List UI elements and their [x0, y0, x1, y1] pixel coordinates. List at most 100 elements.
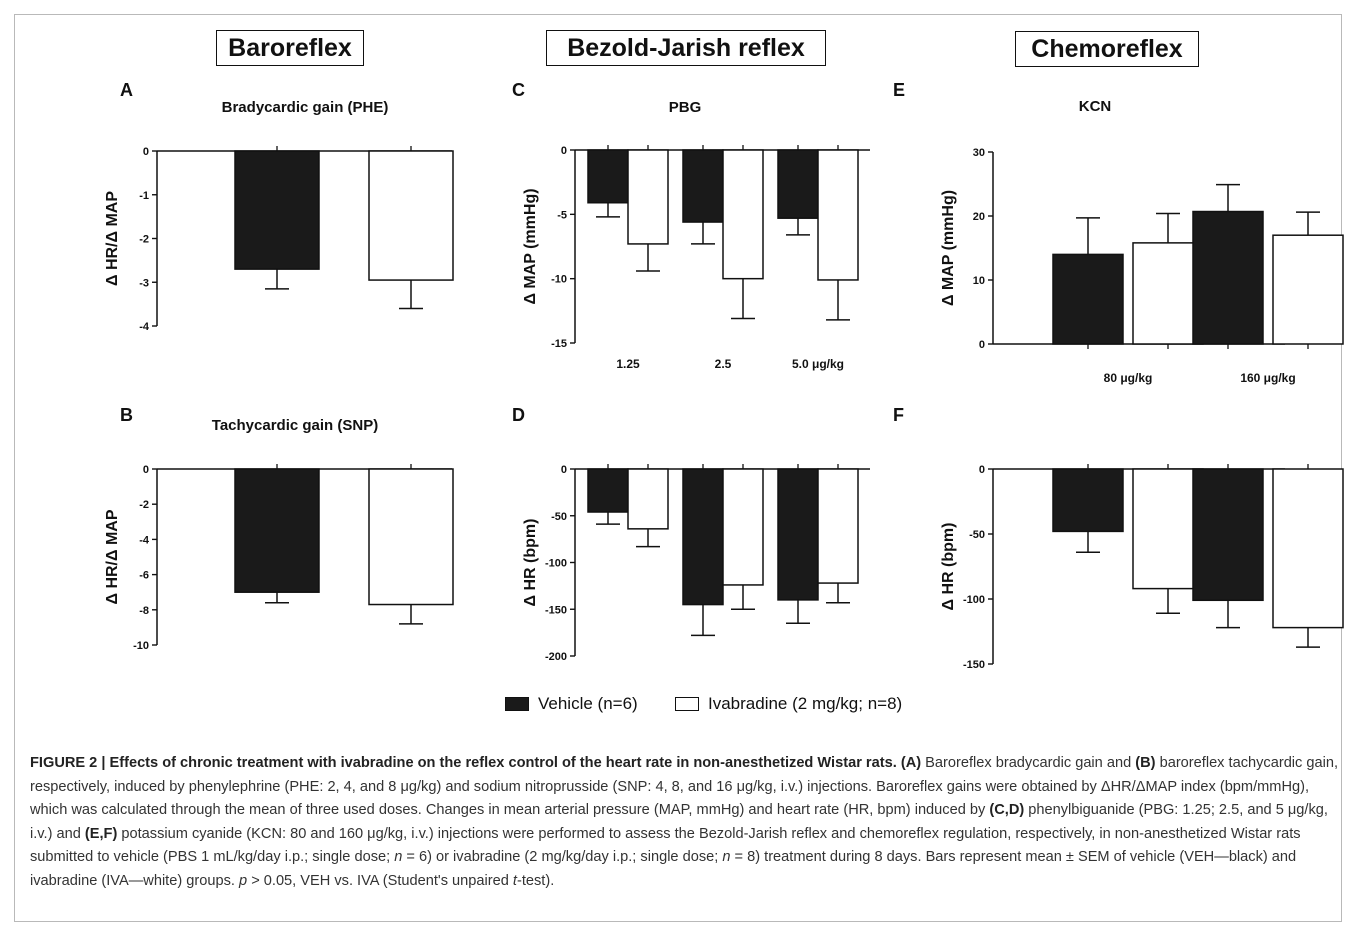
legend-label-ivabradine: Ivabradine (2 mg/kg; n=8) [708, 694, 903, 713]
y-tick-label: 0 [143, 146, 149, 158]
x-category-label: 2.5 [715, 357, 732, 371]
y-tick-label: 0 [561, 145, 567, 157]
bar-vehicle [1192, 468, 1264, 602]
y-tick-label: -4 [139, 321, 150, 333]
panel-letter-a: A [120, 80, 133, 100]
y-tick-label: -100 [963, 594, 985, 606]
bar-ivabradine [368, 468, 454, 606]
x-category-label: 80 μg/kg [1104, 371, 1153, 385]
panel-letter-b: B [120, 405, 133, 425]
y-tick-label: -50 [551, 511, 567, 523]
caption-text: = 6) or ivabradine (2 mg/kg/day i.p.; si… [402, 849, 723, 865]
bar-vehicle [1192, 210, 1264, 345]
legend-label-vehicle: Vehicle (n=6) [538, 694, 638, 713]
x-category-label: 1.25 [616, 357, 640, 371]
bar-ivabradine [817, 468, 859, 584]
caption-text: potassium cyanide (KCN: 80 and 160 μg/kg… [30, 825, 1301, 866]
caption-italic: n [722, 849, 731, 865]
y-tick-label: -10 [551, 274, 567, 286]
chart-panel-b: 0 -2 -4 -6 -8 -10 Δ HR/Δ MAP [104, 464, 454, 652]
y-tick-label: 0 [143, 464, 149, 476]
bar-vehicle [682, 468, 724, 606]
y-axis-label: Δ MAP (mmHg) [940, 190, 957, 306]
caption-text: baroreflex tachycardic gain, respectivel… [30, 755, 1339, 818]
caption-text: > 0.05, VEH vs. IVA (Student's unpaired [247, 872, 513, 889]
panel-title-c: PBG [668, 99, 702, 116]
caption-ref-a: (A) [900, 755, 922, 771]
bar-vehicle [234, 150, 320, 270]
y-tick-label: -10 [133, 640, 149, 652]
bar-ivabradine [1272, 234, 1344, 345]
bar-ivabradine [1132, 468, 1204, 590]
legend-swatch-ivabradine [675, 697, 699, 711]
y-axis-label: Δ HR (bpm) [522, 519, 539, 607]
y-axis-label: Δ HR/Δ MAP [104, 509, 121, 604]
bar-vehicle [1052, 253, 1124, 345]
caption-title: FIGURE 2 | Effects of chronic treatment … [30, 755, 897, 771]
x-category-label: 5.0 μg/kg [792, 357, 844, 371]
y-tick-label: -2 [139, 234, 149, 246]
y-axis-label: Δ HR (bpm) [940, 523, 957, 611]
x-category-label: 160 μg/kg [1240, 371, 1295, 385]
y-tick-label: 10 [973, 275, 985, 287]
caption-italic: n [394, 849, 403, 865]
y-tick-label: -4 [139, 534, 150, 546]
panel-letter-f: F [893, 405, 904, 425]
chart-panel-e: 0 10 20 30 Δ MAP (mmHg) 80 μg/kg 160 μg/kg [940, 147, 1344, 385]
bar-ivabradine [368, 150, 454, 281]
bar-vehicle [587, 149, 629, 204]
panel-letter-d: D [512, 405, 525, 425]
legend-vehicle: Vehicle (n=6) [505, 694, 638, 714]
bar-ivabradine [627, 149, 669, 245]
y-tick-label: -15 [551, 338, 567, 350]
caption-italic: t [512, 872, 517, 889]
y-tick-label: 0 [979, 339, 985, 351]
figure-frame [14, 14, 1342, 922]
bar-ivabradine [1132, 242, 1204, 345]
caption-ref-b: (B) [1135, 755, 1156, 771]
caption-ref-ef: (E,F) [84, 825, 118, 842]
panel-letter-c: C [512, 80, 525, 100]
y-tick-label: 30 [973, 147, 985, 159]
y-tick-label: 0 [979, 464, 985, 476]
caption-italic: p [239, 872, 248, 889]
section-title-baroreflex: Baroreflex [216, 30, 364, 66]
y-tick-label: -8 [139, 605, 149, 617]
panel-title-e: KCN [1078, 98, 1112, 115]
section-title-chemoreflex: Chemoreflex [1015, 31, 1199, 67]
panel-title-a: Bradycardic gain (PHE) [221, 99, 389, 116]
y-tick-label: -3 [139, 277, 149, 289]
caption-ref-cd: (C,D) [989, 802, 1025, 818]
y-tick-label: -2 [139, 499, 149, 511]
y-tick-label: -6 [139, 570, 149, 582]
y-tick-label: -50 [969, 529, 985, 541]
bar-ivabradine [627, 468, 669, 530]
caption-text: Baroreflex bradycardic gain and [921, 755, 1136, 771]
caption-text: -test). [516, 872, 555, 889]
y-tick-label: -150 [963, 659, 985, 671]
bar-vehicle [777, 468, 819, 601]
y-tick-label: -5 [557, 209, 567, 221]
y-axis-label: Δ HR/Δ MAP [104, 191, 121, 286]
y-tick-label: -1 [139, 190, 149, 202]
panel-letter-e: E [893, 80, 906, 100]
y-tick-label: -200 [545, 651, 567, 663]
y-axis-label: Δ MAP (mmHg) [522, 188, 539, 304]
legend-swatch-vehicle [505, 697, 529, 711]
bar-ivabradine [817, 149, 859, 281]
bar-vehicle [587, 468, 629, 513]
bar-vehicle [682, 149, 724, 223]
bar-ivabradine [722, 149, 764, 280]
bar-ivabradine [1272, 468, 1344, 629]
chart-panel-c: 0 -5 -10 -15 Δ MAP (mmHg) 1.25 2.5 5.0 μg/kg [522, 145, 870, 371]
caption-text: phenylbiguanide (PBG: 1.25; 2.5, and 5 μ… [30, 802, 1328, 842]
y-tick-label: -100 [545, 558, 567, 570]
y-tick-label: 20 [973, 211, 985, 223]
y-tick-label: -150 [545, 604, 567, 616]
figure-caption: FIGURE 2 | Effects of chronic treatment … [30, 752, 1340, 893]
bar-vehicle [234, 468, 320, 593]
chart-panel-a: 0 -1 -2 -3 -4 Δ HR/Δ MAP [104, 146, 454, 333]
y-tick-label: 0 [561, 464, 567, 476]
bar-ivabradine [722, 468, 764, 586]
chart-panel-d: 0 -50 -100 -150 -200 Δ HR (bpm) [522, 464, 870, 663]
